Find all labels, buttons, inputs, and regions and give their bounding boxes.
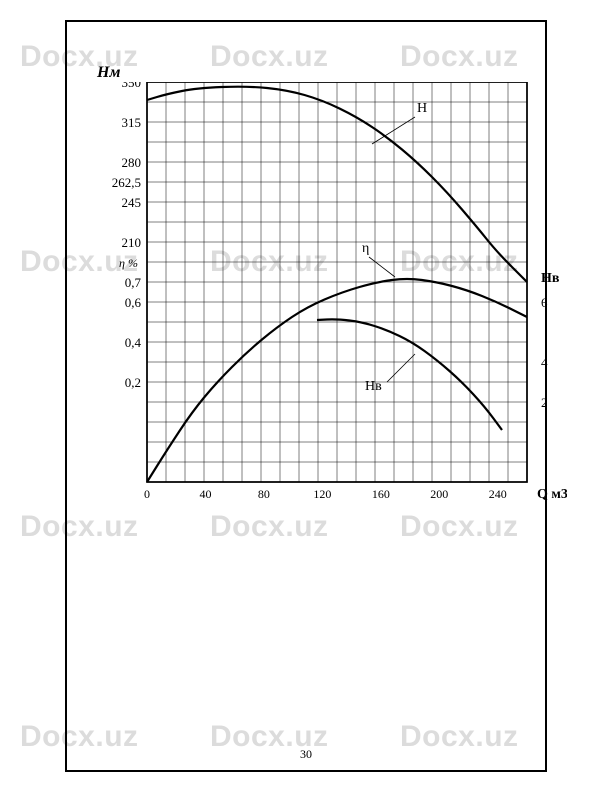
- svg-text:2: 2: [541, 395, 548, 410]
- svg-text:280: 280: [122, 155, 142, 170]
- svg-text:315: 315: [122, 115, 142, 130]
- svg-text:350: 350: [122, 82, 142, 90]
- pump-curves-chart: 0 40 80 120 160 200 240 Q м3/ч 350 315 280 262,5 245…: [97, 82, 567, 512]
- page-number: 30: [300, 747, 312, 762]
- y-axis-top-label: Нм: [97, 64, 120, 82]
- svg-text:40: 40: [199, 487, 211, 501]
- svg-text:Q м3/ч: Q м3/ч: [537, 487, 567, 502]
- svg-text:0: 0: [144, 487, 150, 501]
- chart-container: 04080120160200240Q м3/ч350315280262,5245…: [97, 82, 527, 502]
- svg-text:H: H: [417, 101, 427, 116]
- svg-text:80: 80: [258, 487, 270, 501]
- svg-text:0,7: 0,7: [125, 275, 142, 290]
- svg-text:245: 245: [122, 195, 142, 210]
- svg-text:160: 160: [372, 487, 390, 501]
- svg-text:Нв: Нв: [541, 271, 560, 286]
- svg-text:0,4: 0,4: [125, 335, 142, 350]
- svg-text:Hв: Hв: [365, 379, 382, 394]
- svg-text:200: 200: [430, 487, 448, 501]
- curve-Hv: [317, 319, 502, 430]
- page-frame: Нм 04080120160200240Q м3/ч350315280262,5…: [65, 20, 547, 772]
- svg-text:η: η: [362, 241, 369, 256]
- svg-text:240: 240: [489, 487, 507, 501]
- svg-text:η %: η %: [119, 256, 138, 270]
- svg-text:6: 6: [541, 295, 548, 310]
- svg-text:4: 4: [541, 355, 548, 370]
- svg-text:0,2: 0,2: [125, 375, 141, 390]
- svg-text:262,5: 262,5: [112, 175, 141, 190]
- svg-text:0,6: 0,6: [125, 295, 142, 310]
- svg-text:210: 210: [122, 235, 142, 250]
- svg-text:120: 120: [313, 487, 331, 501]
